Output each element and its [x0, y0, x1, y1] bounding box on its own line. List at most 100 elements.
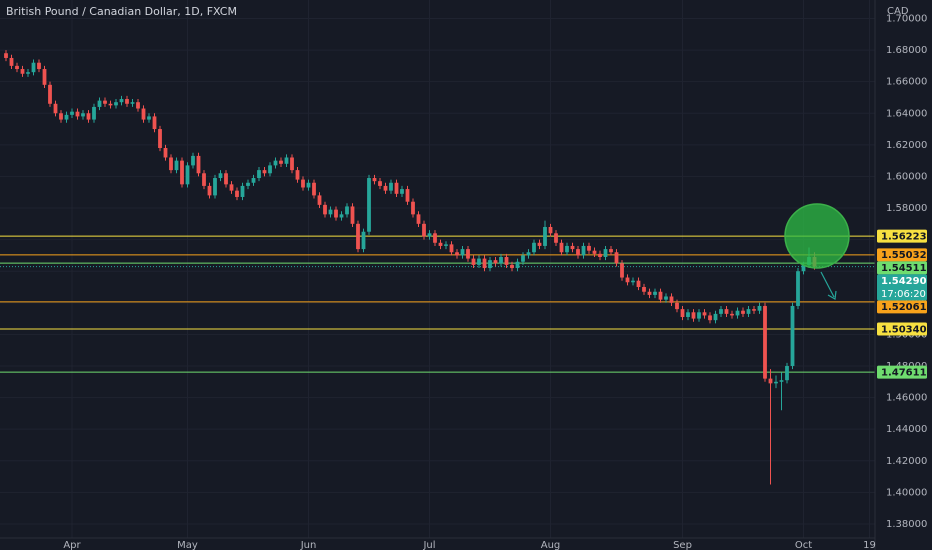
candle-body: [647, 291, 652, 295]
candle-body: [345, 206, 349, 215]
candle-body: [53, 103, 58, 114]
x-tick-label: Aug: [541, 540, 561, 550]
candle-body: [328, 209, 333, 215]
candle-body: [174, 160, 179, 171]
candle-body: [317, 195, 322, 205]
candle-body: [785, 365, 789, 381]
candle-body: [169, 157, 173, 171]
price-tag: [877, 300, 927, 314]
y-tick-label: 1.60000: [886, 171, 927, 182]
candle-body: [466, 249, 470, 259]
candle-body: [680, 309, 685, 318]
candle-body: [455, 252, 459, 256]
candle-body: [339, 214, 344, 218]
arrow-head: [827, 290, 837, 300]
candle-body: [103, 100, 107, 104]
candle-body: [361, 231, 366, 250]
candle-body: [493, 260, 498, 264]
candle-body: [620, 263, 624, 278]
candle-body: [471, 258, 476, 265]
candle-body: [306, 182, 311, 188]
candle-body: [26, 72, 30, 74]
candle-body: [246, 182, 250, 186]
x-tick-label: 19: [863, 540, 876, 550]
price-labels: 1.56223 1.55032 1.54511 1.52061 1.50340 1.476…: [877, 229, 927, 379]
candle-body: [565, 245, 569, 253]
candle-body: [411, 201, 415, 215]
candle-body: [42, 69, 47, 85]
price-tag-label: 1.50340: [881, 324, 927, 335]
candle-body: [130, 102, 135, 104]
candle-body: [752, 309, 756, 311]
candle-body: [4, 53, 8, 58]
x-tick-label: Sep: [673, 540, 692, 550]
y-tick-label: 1.42000: [886, 456, 927, 467]
candle-body: [141, 108, 146, 120]
candle-body: [686, 312, 690, 318]
candle-body: [768, 378, 773, 384]
candle-body: [312, 182, 316, 196]
candle-body: [510, 264, 514, 269]
candle-body: [521, 255, 525, 262]
candle-body: [394, 182, 399, 194]
candle-body: [383, 185, 388, 191]
candle-body: [746, 309, 751, 314]
candle-body: [730, 313, 734, 316]
price-tag: [877, 261, 927, 275]
candle-body: [251, 178, 256, 183]
candle-body: [460, 249, 465, 256]
candle-body: [372, 178, 377, 182]
candle-body: [108, 103, 113, 106]
candle-body: [125, 99, 129, 104]
price-tag: [877, 274, 927, 301]
candle-body: [92, 106, 96, 120]
candle-body: [796, 271, 800, 306]
candle-body: [147, 116, 151, 120]
candle-body: [279, 160, 283, 164]
y-tick-label: 1.40000: [886, 487, 927, 498]
price-tag-label: 1.54511: [881, 263, 927, 274]
candle-body: [334, 209, 338, 218]
y-tick-label: 1.62000: [886, 140, 927, 151]
chart-title: British Pound / Canadian Dollar, 1D, FXC…: [6, 5, 237, 18]
candle-body: [537, 242, 542, 246]
y-tick-label: 1.64000: [886, 108, 927, 119]
candle-body: [449, 244, 454, 253]
y-tick-label: 1.66000: [886, 77, 927, 88]
candle-body: [185, 165, 190, 185]
candle-body: [438, 242, 443, 246]
candle-body: [31, 62, 36, 73]
candle-body: [477, 258, 481, 265]
candle-body: [504, 256, 509, 265]
candle-body: [499, 256, 503, 264]
candle-body: [48, 84, 52, 104]
candle-body: [609, 249, 613, 253]
candle-body: [416, 214, 421, 224]
candle-body: [631, 280, 635, 283]
candle-body: [532, 242, 536, 253]
candle-body: [389, 182, 393, 191]
candle-body: [735, 310, 740, 316]
candle-body: [20, 69, 25, 74]
candle-body: [757, 305, 762, 311]
price-tag: [877, 248, 927, 262]
candle-body: [15, 65, 19, 70]
candle-body: [653, 291, 657, 295]
levels: [0, 235, 875, 373]
candles: [4, 50, 817, 485]
candle-body: [136, 102, 140, 109]
candle-body: [548, 226, 553, 234]
candle-body: [444, 244, 448, 246]
candle-body: [295, 170, 300, 180]
candle-body: [664, 296, 668, 300]
price-tag: [877, 229, 927, 243]
candle-body: [268, 165, 272, 174]
candle-body: [97, 100, 102, 107]
candle-body: [158, 129, 162, 149]
price-tag: [877, 365, 927, 379]
y-tick-label: 1.58000: [886, 203, 927, 214]
x-tick-label: May: [177, 540, 198, 550]
